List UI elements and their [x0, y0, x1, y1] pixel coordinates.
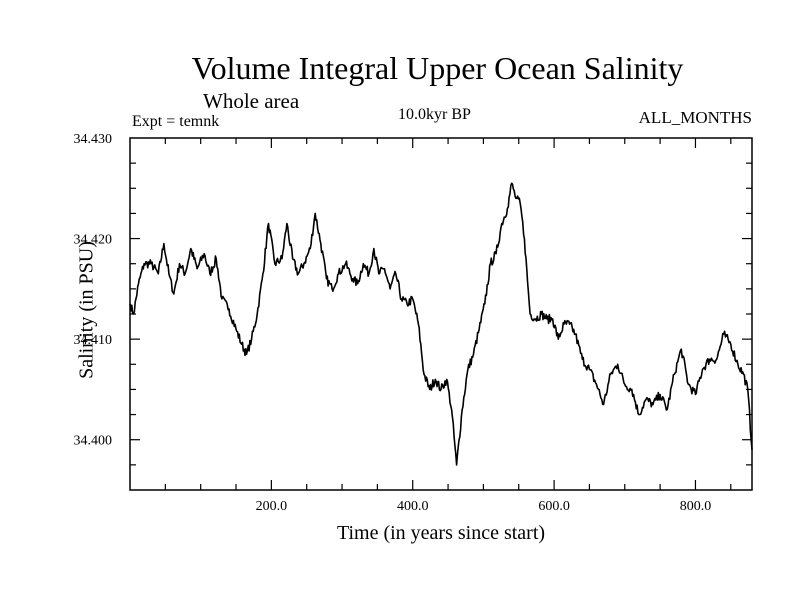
y-tick-label: 34.430: [74, 132, 113, 147]
chart-title: Volume Integral Upper Ocean Salinity: [191, 50, 684, 86]
x-tick-label: 800.0: [680, 499, 712, 514]
salinity-series-line: [129, 182, 753, 466]
x-tick-label: 200.0: [256, 499, 288, 514]
period-label: 10.0kyr BP: [398, 106, 471, 123]
experiment-label: Expt = temnk: [132, 113, 220, 130]
y-tick-label: 34.400: [74, 434, 113, 449]
y-tick-label: 34.420: [74, 233, 113, 248]
x-axis-title: Time (in years since start): [336, 522, 546, 544]
x-tick-label: 400.0: [397, 499, 429, 514]
plot-frame: [129, 137, 753, 491]
chart-subtitle: Whole area: [203, 89, 300, 113]
x-tick-label: 600.0: [538, 499, 570, 514]
y-tick-label: 34.410: [74, 333, 113, 348]
months-label: ALL_MONTHS: [638, 108, 752, 127]
